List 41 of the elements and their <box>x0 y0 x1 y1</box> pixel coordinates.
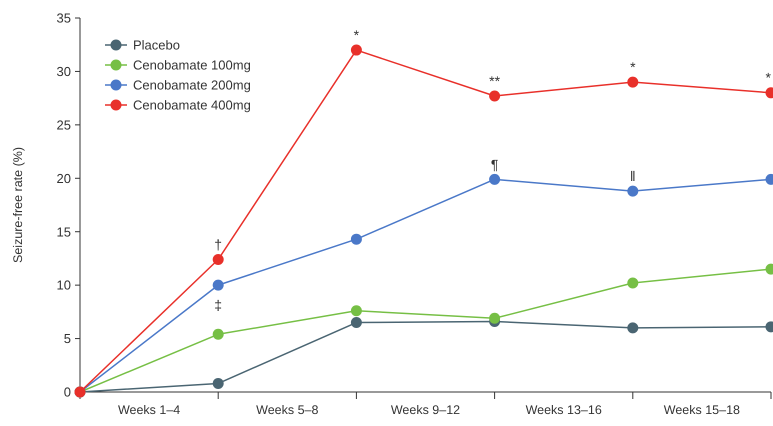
point <box>627 76 638 88</box>
data-label: * <box>766 70 772 86</box>
y-tick-label: 10 <box>56 278 71 293</box>
y-tick-label: 5 <box>64 331 71 346</box>
legend-label: Cenobamate 100mg <box>133 58 251 73</box>
x-tick-label: Weeks 13–16 <box>526 403 602 417</box>
legend-label: Placebo <box>133 38 180 53</box>
point <box>350 44 362 56</box>
point <box>350 305 362 316</box>
data-label: * <box>630 59 636 76</box>
point <box>350 234 362 245</box>
point <box>212 328 224 340</box>
data-label: † <box>214 236 222 252</box>
y-tick-label: 30 <box>56 64 71 79</box>
y-tick-label: 35 <box>56 10 71 26</box>
point <box>212 280 224 291</box>
point <box>627 322 638 334</box>
legend-label: Cenobamate 200mg <box>133 78 251 93</box>
data-label: ‖ <box>630 168 636 184</box>
y-tick-label: 0 <box>64 384 71 400</box>
data-label: ** <box>489 72 501 89</box>
point <box>627 186 638 197</box>
y-tick-label: 25 <box>56 117 71 132</box>
y-tick-label: 15 <box>56 224 71 240</box>
point <box>627 278 638 289</box>
y-tick-label: 20 <box>56 170 71 186</box>
data-label: ¶ <box>490 156 498 172</box>
point <box>212 254 224 265</box>
point <box>489 174 500 185</box>
data-label: * <box>354 26 360 43</box>
point <box>489 312 500 324</box>
x-tick-label: Weeks 5–8 <box>256 403 318 417</box>
point <box>350 317 362 328</box>
y-axis-title: Seizure-free rate (%) <box>11 146 25 264</box>
x-tick-label: Weeks 9–12 <box>390 403 460 417</box>
x-tick-label: Weeks 15–18 <box>664 403 740 417</box>
x-tick-label: Weeks 1–4 <box>118 403 180 417</box>
point <box>489 90 500 102</box>
data-label: ‡ <box>214 297 222 314</box>
point <box>212 378 224 389</box>
legend-label: Cenobamate 400mg <box>133 98 251 113</box>
